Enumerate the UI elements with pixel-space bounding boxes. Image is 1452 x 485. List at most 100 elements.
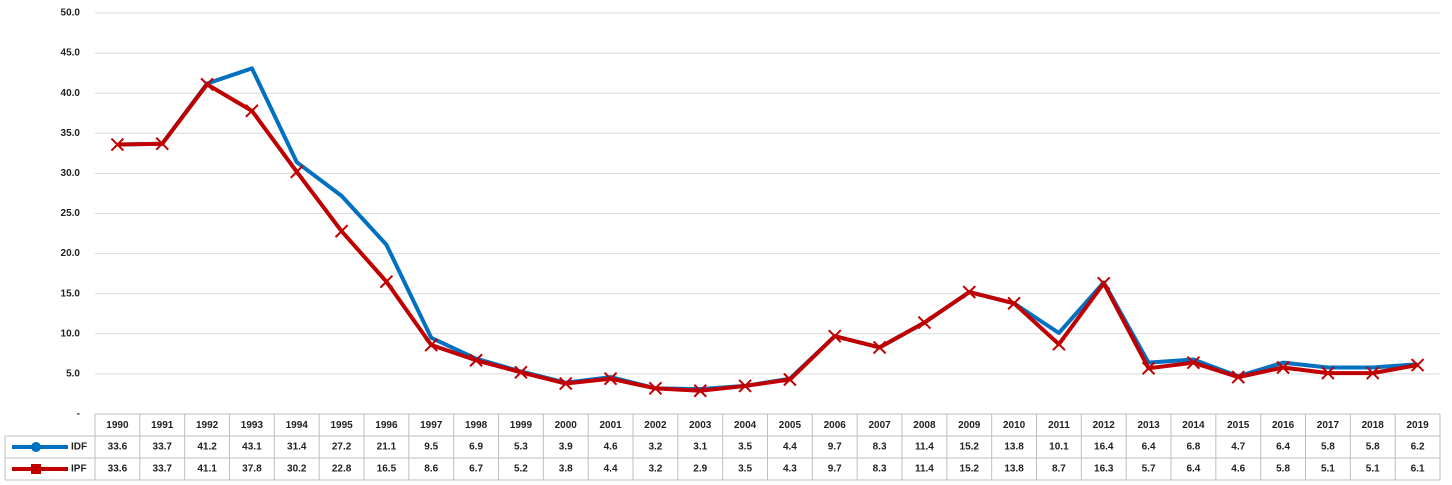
data-label: 33.7 (153, 464, 173, 475)
x-tick-label: 2000 (555, 420, 578, 431)
y-tick-label: 40.0 (61, 88, 81, 99)
point-marker (962, 285, 976, 299)
data-label: 16.5 (377, 464, 397, 475)
x-tick-label: 1996 (375, 420, 398, 431)
data-label: 3.8 (559, 464, 573, 475)
point-marker (1141, 361, 1156, 375)
data-label: 22.8 (332, 464, 352, 475)
data-label: 5.8 (1276, 464, 1290, 475)
legend-marker (31, 442, 41, 452)
y-tick-label: 50.0 (61, 8, 81, 19)
data-label: 33.7 (153, 442, 173, 453)
x-tick-label: 1994 (286, 420, 309, 431)
data-label: 5.7 (1142, 464, 1156, 475)
data-label: 9.7 (828, 464, 842, 475)
y-tick-label: 30.0 (61, 168, 81, 179)
series-line (117, 82, 1418, 393)
y-tick-label: - (77, 409, 80, 420)
data-label: 11.4 (915, 442, 934, 453)
point-marker (1366, 366, 1380, 380)
point-marker (1097, 276, 1111, 290)
x-tick-label: 2009 (958, 420, 981, 431)
point-marker (290, 165, 304, 179)
y-tick-label: 15.0 (61, 288, 81, 299)
point-marker (828, 329, 842, 343)
data-label: 3.2 (648, 464, 662, 475)
point-marker (514, 365, 528, 380)
x-tick-label: 2002 (644, 420, 667, 431)
data-label: 27.2 (332, 442, 352, 453)
data-label: 13.8 (1004, 442, 1024, 453)
x-tick-label: 1991 (151, 420, 174, 431)
data-label: 3.5 (738, 464, 752, 475)
legend-label: IPF (71, 464, 87, 475)
point-marker (334, 224, 349, 238)
x-tick-label: 2010 (1003, 420, 1026, 431)
data-label: 5.3 (514, 442, 528, 453)
data-label: 9.7 (828, 442, 842, 453)
x-tick-label: 1998 (465, 420, 488, 431)
x-tick-label: 2018 (1362, 420, 1385, 431)
data-label: 6.2 (1411, 442, 1425, 453)
point-marker (1007, 296, 1021, 311)
series-line (117, 66, 1418, 392)
x-tick-label: 1990 (106, 420, 129, 431)
x-tick-label: 2004 (734, 420, 757, 431)
data-label: 5.2 (514, 464, 528, 475)
point-marker (559, 376, 573, 391)
data-label: 21.1 (377, 442, 397, 453)
legend-label: IDF (71, 442, 87, 453)
x-tick-label: 2003 (689, 420, 712, 431)
x-tick-label: 2014 (1182, 420, 1205, 431)
data-label: 5.1 (1321, 464, 1335, 475)
data-label: 15.2 (960, 464, 980, 475)
y-tick-label: 5.0 (66, 369, 80, 380)
data-label: 33.6 (108, 442, 128, 453)
data-label: 2.9 (693, 464, 707, 475)
data-label: 33.6 (108, 464, 128, 475)
data-label: 6.7 (469, 464, 483, 475)
data-label: 3.2 (648, 442, 662, 453)
point-marker (738, 379, 752, 393)
data-label: 8.3 (873, 442, 887, 453)
point-marker (648, 381, 663, 396)
data-label: 37.8 (242, 464, 262, 475)
point-marker (1276, 360, 1290, 375)
point-marker (155, 137, 169, 151)
point-marker (872, 340, 887, 355)
x-tick-label: 2012 (1093, 420, 1116, 431)
point-marker (469, 353, 483, 367)
point-marker (1321, 366, 1335, 380)
data-label: 16.4 (1094, 442, 1114, 453)
point-marker (917, 315, 932, 330)
x-tick-label: 2011 (1048, 420, 1070, 431)
point-marker (1410, 358, 1425, 372)
x-tick-label: 1999 (510, 420, 533, 431)
x-tick-label: 2016 (1272, 420, 1295, 431)
data-label: 8.6 (424, 464, 438, 475)
x-tick-label: 2005 (779, 420, 802, 431)
data-label: 15.2 (960, 442, 980, 453)
data-label: 16.3 (1094, 464, 1114, 475)
data-label: 4.7 (1231, 442, 1245, 453)
x-tick-label: 1995 (330, 420, 353, 431)
data-label: 31.4 (287, 442, 307, 453)
point-marker (245, 104, 259, 118)
data-label: 11.4 (915, 464, 934, 475)
data-label: 3.1 (693, 442, 707, 453)
data-label: 13.8 (1004, 464, 1024, 475)
data-label: 5.1 (1366, 464, 1380, 475)
point-marker (1052, 337, 1066, 351)
data-label: 30.2 (287, 464, 307, 475)
data-label: 5.8 (1366, 442, 1380, 453)
data-label: 4.6 (604, 442, 618, 453)
data-label: 6.8 (1186, 442, 1200, 453)
legend-marker (31, 464, 41, 474)
point-marker (110, 137, 125, 152)
point-marker (424, 338, 438, 352)
data-label: 41.2 (197, 442, 217, 453)
point-marker (783, 372, 797, 387)
y-tick-label: 45.0 (61, 48, 81, 59)
data-label: 10.1 (1049, 442, 1069, 453)
data-label: 4.6 (1231, 464, 1245, 475)
